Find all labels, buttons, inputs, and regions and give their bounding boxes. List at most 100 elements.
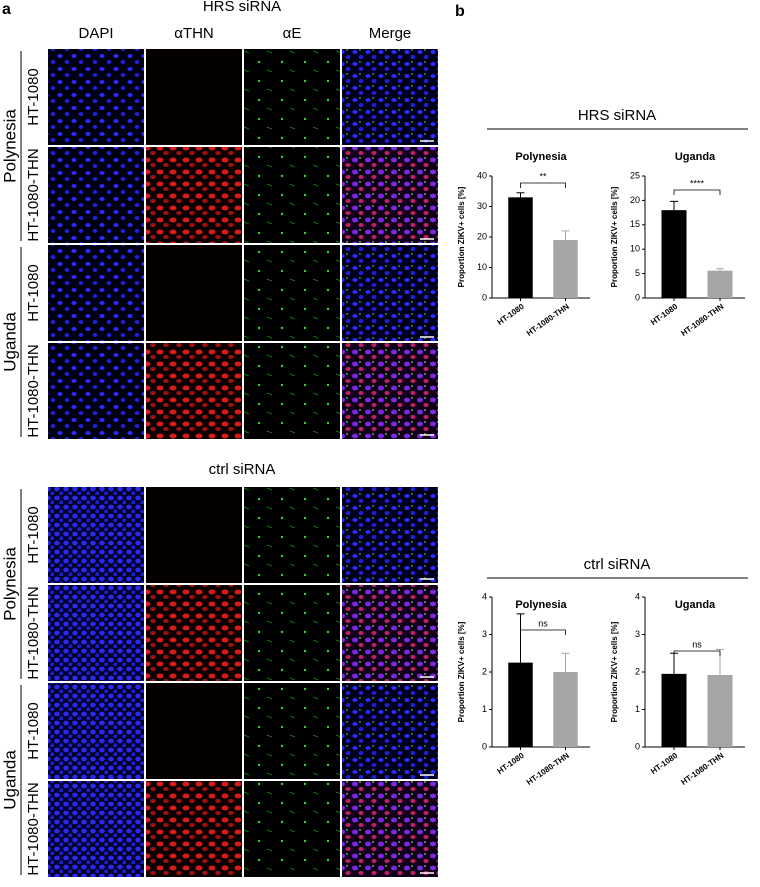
micrograph	[244, 487, 340, 583]
micrograph	[342, 585, 438, 681]
micrograph	[342, 683, 438, 779]
x-tick-label: HT-1080-THN	[525, 751, 571, 787]
section-title: ctrl siRNA	[584, 556, 651, 573]
section-title: HRS siRNA	[578, 107, 656, 124]
column-header: αE	[283, 25, 302, 42]
x-tick-label: HT-1080-THN	[679, 751, 725, 787]
micrograph	[342, 343, 438, 439]
micrograph	[146, 147, 242, 243]
y-tick-label: 0	[482, 741, 487, 751]
row-label: HT-1080	[25, 264, 42, 322]
micrograph	[48, 147, 144, 243]
strain-label: Uganda	[0, 750, 19, 810]
y-tick-label: 20	[630, 195, 640, 205]
micrograph	[48, 781, 144, 877]
micrograph	[244, 147, 340, 243]
strain-label: Polynesia	[0, 109, 19, 183]
row-label: HT-1080-THN	[25, 782, 42, 875]
y-tick-label: 2	[635, 666, 640, 676]
y-tick-label: 2	[482, 666, 487, 676]
y-tick-label: 1	[482, 704, 487, 714]
panel-label: a	[2, 1, 11, 18]
micrograph	[48, 487, 144, 583]
block-title: ctrl siRNA	[209, 461, 276, 478]
x-tick-label: HT-1080	[496, 302, 527, 327]
column-header: DAPI	[78, 25, 113, 42]
micrograph	[146, 49, 242, 145]
significance-bracket	[673, 650, 721, 656]
micrograph	[244, 585, 340, 681]
y-tick-label: 15	[630, 219, 640, 229]
bar	[553, 240, 578, 298]
micrograph	[342, 245, 438, 341]
row-label: HT-1080	[25, 702, 42, 760]
micrograph	[244, 343, 340, 439]
chart-title: Uganda	[675, 599, 716, 611]
y-tick-label: 1	[635, 704, 640, 714]
y-tick-label: 4	[635, 591, 640, 601]
micrograph	[146, 343, 242, 439]
y-tick-label: 0	[635, 292, 640, 302]
strain-label: Uganda	[0, 312, 19, 372]
column-header: αTHN	[174, 25, 214, 42]
micrograph	[244, 781, 340, 877]
row-label: HT-1080	[25, 506, 42, 564]
bar	[661, 673, 687, 747]
micrograph	[146, 487, 242, 583]
micrograph	[342, 49, 438, 145]
micrograph	[146, 781, 242, 877]
column-header: Merge	[369, 25, 412, 42]
y-tick-label: 30	[477, 201, 487, 211]
y-tick-label: 3	[635, 629, 640, 639]
bar	[707, 675, 733, 747]
micrograph	[146, 585, 242, 681]
y-tick-label: 0	[635, 741, 640, 751]
significance-label: ns	[538, 618, 548, 628]
row-label: HT-1080-THN	[25, 148, 42, 241]
row-label: HT-1080	[25, 68, 42, 126]
chart-title: Polynesia	[515, 599, 567, 611]
micrograph	[146, 683, 242, 779]
x-tick-label: HT-1080-THN	[679, 302, 725, 338]
micrograph	[48, 585, 144, 681]
y-axis-label: Proportion ZIKV+ cells [%]	[610, 186, 619, 287]
bar	[508, 662, 533, 747]
x-tick-label: HT-1080-THN	[525, 302, 571, 338]
y-axis-label: Proportion ZIKV+ cells [%]	[457, 186, 466, 287]
chart-title: Uganda	[675, 151, 716, 163]
micrograph	[48, 683, 144, 779]
micrograph	[342, 147, 438, 243]
micrograph	[48, 49, 144, 145]
chart-title: Polynesia	[515, 151, 567, 163]
bar	[707, 270, 733, 298]
micrograph	[48, 343, 144, 439]
y-tick-label: 10	[477, 262, 487, 272]
micrograph	[244, 245, 340, 341]
significance-label: ****	[690, 178, 705, 188]
micrograph	[48, 245, 144, 341]
y-axis-label: Proportion ZIKV+ cells [%]	[610, 621, 619, 722]
y-axis-label: Proportion ZIKV+ cells [%]	[457, 621, 466, 722]
y-tick-label: 10	[630, 244, 640, 254]
micrograph	[244, 683, 340, 779]
bar	[661, 210, 687, 298]
x-tick-label: HT-1080	[496, 751, 527, 776]
micrograph	[244, 49, 340, 145]
panel-label: b	[455, 3, 465, 20]
y-tick-label: 0	[482, 292, 487, 302]
bar	[508, 197, 533, 298]
x-tick-label: HT-1080	[649, 751, 680, 776]
y-tick-label: 40	[477, 170, 487, 180]
y-tick-label: 3	[482, 629, 487, 639]
micrograph	[342, 487, 438, 583]
y-tick-label: 4	[482, 591, 487, 601]
micrograph	[146, 245, 242, 341]
y-tick-label: 25	[630, 170, 640, 180]
y-tick-label: 20	[477, 231, 487, 241]
significance-bracket	[520, 629, 566, 635]
row-label: HT-1080-THN	[25, 586, 42, 679]
y-tick-label: 5	[635, 268, 640, 278]
significance-label: **	[539, 171, 547, 181]
micrograph	[342, 781, 438, 877]
